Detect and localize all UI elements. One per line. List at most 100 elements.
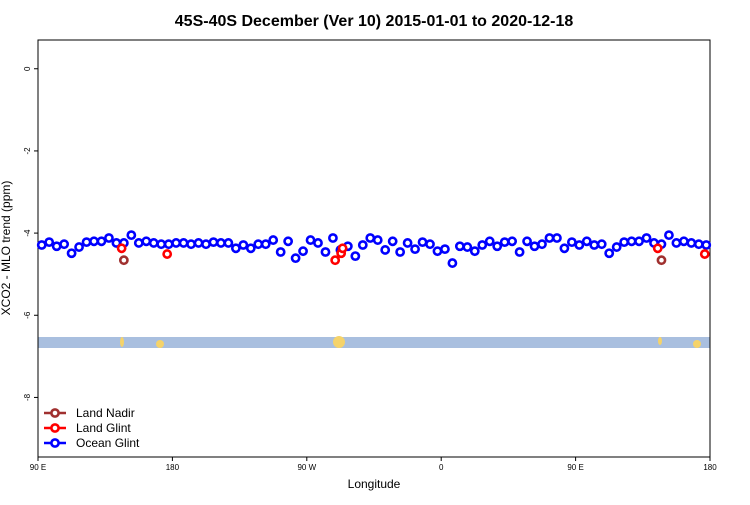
point [89,236,99,247]
point [283,236,294,247]
point [454,241,465,252]
point [126,230,137,241]
point [596,239,607,250]
point [104,233,114,243]
point [678,236,689,247]
point [462,242,473,252]
point [671,238,682,248]
x-tick-label: 180 [703,463,717,472]
point [330,255,341,266]
point [245,243,256,254]
point [507,236,518,247]
point [313,238,323,248]
point [581,236,592,247]
x-tick-label: 90 E [30,463,46,472]
point [634,236,644,247]
y-tick-label: 0 [23,66,32,71]
plot-frame [37,39,711,458]
point [425,239,435,250]
point [216,238,226,248]
point [559,243,570,254]
point [260,239,271,250]
legend-marker [50,438,60,448]
point [238,240,249,250]
point [641,233,652,243]
point [380,245,391,255]
legend-label: Ocean Glint [76,436,140,450]
point [432,246,443,257]
point [230,243,241,254]
point [44,237,55,248]
point [193,238,204,248]
point [171,238,182,248]
point [447,258,458,268]
point [604,248,615,259]
legend-marker [50,408,60,418]
x-axis-label: Longitude [348,477,401,491]
point [589,240,600,250]
chart-title: 45S-40S December (Ver 10) 2015-01-01 to … [175,13,574,30]
point [81,237,92,248]
point [305,235,316,245]
point [163,239,174,250]
point [699,249,710,259]
point [116,243,127,254]
point [357,240,368,250]
point [701,240,712,250]
point [537,239,547,250]
point [656,255,667,266]
point [320,247,331,257]
point [178,238,189,248]
point [619,237,630,248]
x-tick-label: 90 E [567,463,583,472]
legend-label: Land Glint [76,421,131,435]
point [574,240,585,250]
point [522,236,532,247]
point [544,233,555,243]
point [36,240,47,250]
point [514,247,525,257]
point [611,242,622,252]
point [477,240,488,250]
point [566,237,577,248]
point [626,236,637,247]
point [201,239,211,250]
point [96,236,107,247]
point [492,241,503,252]
y-axis-label: XCO2 - MLO trend (ppm) [0,181,13,316]
point [395,247,406,257]
point [223,238,234,248]
point [664,230,674,241]
point [337,243,348,254]
x-tick-label: 0 [439,463,444,472]
point [365,233,376,243]
point [440,244,450,255]
point [162,249,173,259]
point [417,237,428,248]
point [387,236,398,247]
point [186,239,196,250]
point [156,239,167,250]
point [268,235,279,245]
point [253,239,264,250]
legend-label: Land Nadir [76,406,135,420]
point [141,236,152,247]
point [290,253,301,264]
point [469,246,480,257]
legend-marker [50,423,60,433]
point [208,237,219,248]
point [298,246,308,257]
point [529,241,540,252]
y-tick-label: -6 [23,311,32,319]
point [118,255,129,266]
y-tick-label: -8 [23,393,32,401]
point [686,238,697,248]
point [66,248,77,259]
point [552,233,562,243]
point [410,244,420,255]
point [275,247,286,257]
point [328,233,338,243]
point [499,237,510,248]
